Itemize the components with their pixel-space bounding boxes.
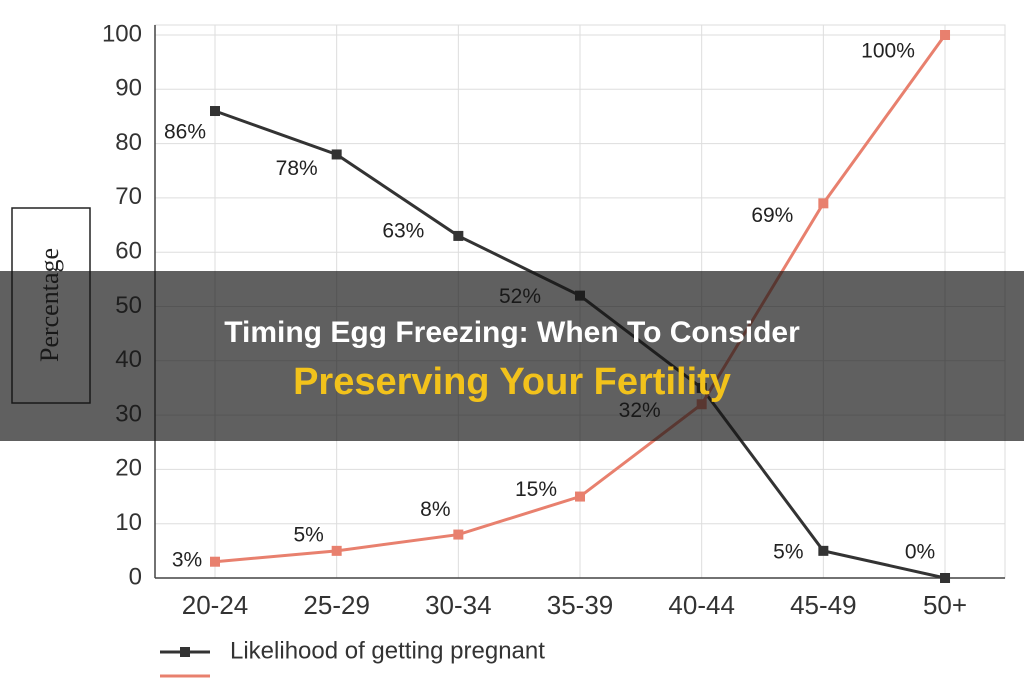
point-marker (940, 573, 951, 583)
banner-subtitle: Preserving Your Fertility (293, 361, 731, 403)
value-label: 0% (905, 541, 935, 564)
value-label: 63% (382, 219, 424, 242)
y-tick-label: 60 (115, 238, 142, 265)
y-tick-label: 90 (115, 75, 142, 102)
legend: Likelihood of getting pregnant (160, 637, 545, 678)
point-marker (940, 30, 951, 40)
value-label: 5% (293, 523, 323, 546)
y-tick-label: 20 (115, 455, 142, 482)
banner (0, 271, 1024, 441)
value-label: 78% (276, 157, 318, 180)
point-marker (818, 545, 829, 556)
value-label: 8% (420, 498, 450, 521)
x-tick-label: 35-39 (547, 590, 614, 620)
point-marker (210, 106, 220, 117)
x-tick-label: 50+ (923, 590, 967, 620)
value-label: 86% (164, 121, 206, 144)
x-tick-label: 30-34 (425, 590, 492, 620)
point-marker (331, 149, 342, 160)
value-label: 5% (773, 540, 803, 563)
point-marker (453, 230, 464, 241)
legend-label: Likelihood of getting pregnant (230, 637, 545, 664)
y-tick-label: 100 (102, 20, 142, 47)
legend-marker (180, 647, 190, 657)
point-marker (210, 556, 220, 567)
y-tick-label: 80 (115, 129, 142, 156)
y-tick-label: 10 (115, 509, 142, 536)
x-tick-label: 25-29 (303, 590, 370, 620)
value-label: 15% (515, 478, 557, 501)
point-marker (453, 529, 464, 540)
x-tick-label: 40-44 (668, 590, 735, 620)
banner-title: Timing Egg Freezing: When To Consider (224, 316, 800, 349)
value-label: 100% (861, 40, 915, 63)
plot: 20-2425-2930-3435-3940-4445-4950+0102030… (102, 20, 1006, 620)
point-marker (331, 545, 342, 556)
value-label: 3% (172, 548, 202, 571)
x-tick-label: 45-49 (790, 590, 857, 620)
point-marker (575, 491, 586, 502)
value-label: 69% (751, 204, 793, 227)
y-tick-label: 70 (115, 183, 142, 210)
point-marker (818, 198, 829, 209)
x-tick-label: 20-24 (182, 590, 249, 620)
y-tick-label: 0 (129, 563, 142, 590)
